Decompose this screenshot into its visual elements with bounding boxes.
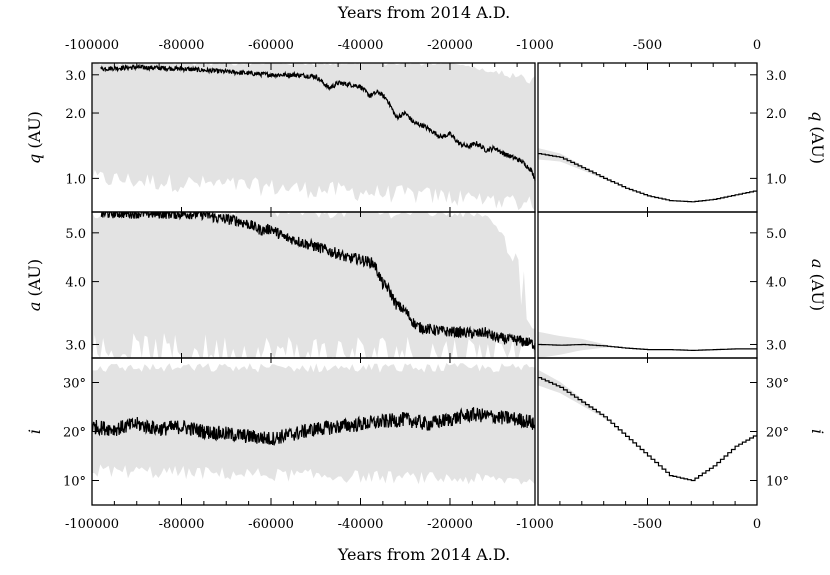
ylabel-symbol: i [25,429,44,434]
panel-q [92,63,757,212]
ytick-label-right-a: 3.0 [766,338,787,353]
ytick-label-left-q: 1.0 [65,172,86,187]
ytick-label-left-a: 3.0 [65,338,86,353]
xtick-label-bottom-right: -500 [633,517,662,532]
ytick-label-right-a: 5.0 [766,227,787,242]
xtick-label-bottom-left: -20000 [427,517,473,532]
series-left-i [92,407,536,446]
series-right-i [538,377,757,482]
ytick-label-right-q: 3.0 [766,69,787,84]
ytick-label-left-q: 3.0 [65,69,86,84]
frame-left-2 [91,357,536,506]
ylabel-left-i: i [25,429,44,434]
ylabel-unit: (AU) [25,111,44,149]
panel-a [92,212,757,358]
xtick-label-bottom-left: -60000 [248,517,294,532]
ylabel-unit: (AU) [25,259,44,297]
frame-right-2 [537,357,758,506]
top-axis-title: Years from 2014 A.D. [337,3,510,22]
ytick-label-left-i: 20° [63,426,86,441]
ylabel-symbol: a [808,259,827,269]
ytick-label-left-i: 10° [63,475,86,490]
xtick-label-top-left: -80000 [159,38,205,53]
ytick-label-right-i: 20° [766,426,789,441]
xtick-label-bottom-left: -100000 [65,517,119,532]
ytick-label-left-q: 2.0 [65,107,86,122]
ytick-label-right-q: 2.0 [766,107,787,122]
frame-right-0 [537,62,758,213]
bottom-axis-title: Years from 2014 A.D. [337,545,510,564]
ytick-label-left-a: 5.0 [65,227,86,242]
series-left-q [100,63,536,181]
ytick-label-right-i: 10° [766,475,789,490]
ylabel-symbol: q [25,154,44,164]
xtick-label-top-right: -500 [633,38,662,53]
ylabel-symbol: i [808,429,827,434]
band-left-i [92,363,535,485]
ylabel-symbol: q [808,111,827,121]
xtick-label-top-right: 0 [753,38,761,53]
ytick-label-right-q: 1.0 [766,172,787,187]
ylabel-right-q: q (AU) [808,111,827,164]
xtick-label-top-left: -1000 [516,38,553,53]
series-right-a [538,343,757,351]
ylabel-left-a: a (AU) [25,259,44,311]
ylabel-unit: (AU) [808,126,827,164]
plot-area: 3.0 3.02.0 2.01.0 1.0q (AU) q (AU)5.0 5.04.0 4… [25,38,827,532]
series-left-a [100,212,536,351]
xtick-label-bottom-left: -1000 [516,517,553,532]
xtick-label-top-left: -40000 [338,38,384,53]
ytick-label-right-i: 30° [766,377,789,392]
frame-right-1 [537,211,758,359]
ylabel-right-a: a (AU) [808,259,827,311]
panel-i [92,363,757,485]
band-right-i [538,369,757,481]
ylabel-right-i: i [808,429,827,434]
xtick-label-top-left: -60000 [248,38,294,53]
xtick-label-top-left: -20000 [427,38,473,53]
xtick-label-top-left: -100000 [65,38,119,53]
band-left-q [92,63,535,212]
xtick-label-bottom-left: -40000 [338,517,384,532]
ytick-label-left-i: 30° [63,377,86,392]
ylabel-unit: (AU) [808,274,827,312]
ylabel-symbol: a [25,302,44,312]
band-right-q [538,148,757,202]
ylabel-left-q: q (AU) [25,111,44,164]
ytick-label-left-a: 4.0 [65,276,86,291]
xtick-label-bottom-right: 0 [753,517,761,532]
xtick-label-bottom-left: -80000 [159,517,205,532]
ytick-label-right-a: 4.0 [766,276,787,291]
series-right-q [538,153,757,203]
band-left-a [92,212,535,358]
